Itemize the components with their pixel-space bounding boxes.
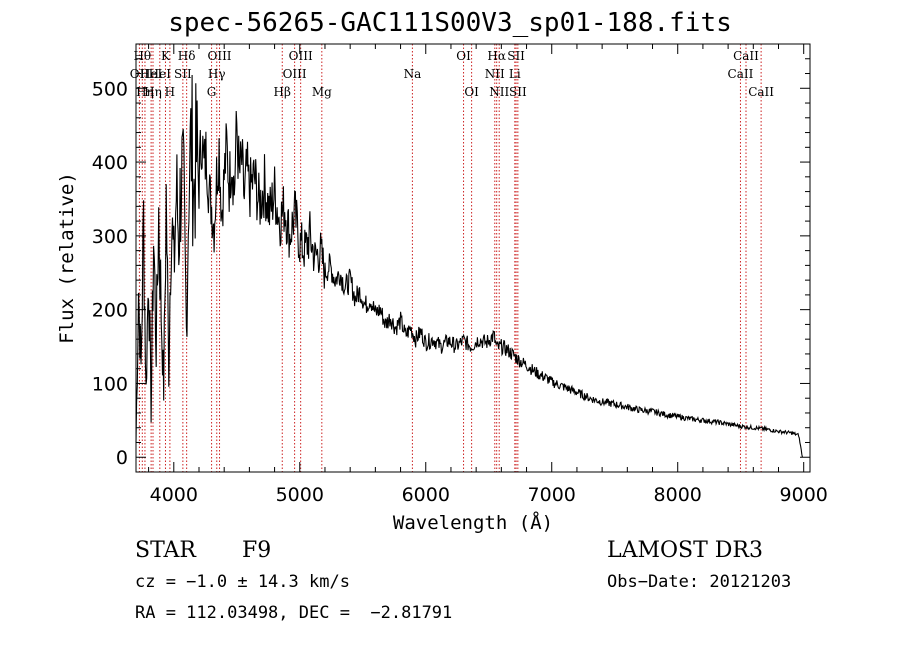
spectral-line-label: Hγ bbox=[208, 67, 226, 81]
spectrum-line bbox=[135, 74, 803, 458]
y-tick-label: 200 bbox=[92, 300, 128, 322]
x-axis: 4000 5000 6000 7000 8000 9000 bbox=[148, 44, 828, 506]
spectral-line-label: OI bbox=[464, 85, 479, 99]
spectral-line-label: Hδ bbox=[178, 49, 196, 63]
x-tick-label: 7000 bbox=[528, 484, 576, 506]
spectral-line-label: Na bbox=[404, 67, 422, 81]
spectral-line-label: OIII bbox=[289, 49, 313, 63]
spectral-line-label: OIII bbox=[283, 67, 307, 81]
spectral-line-label: H bbox=[165, 85, 175, 99]
survey-name: LAMOST DR3 bbox=[607, 538, 763, 563]
spectral-line-label: CaII bbox=[733, 49, 759, 63]
y-tick-label: 400 bbox=[92, 152, 128, 174]
spectral-line-label: K bbox=[161, 49, 171, 63]
plot-frame bbox=[135, 43, 811, 473]
y-axis-label: Flux (relative) bbox=[56, 172, 78, 344]
spectral-line-label: Hη bbox=[144, 85, 162, 99]
line-markers bbox=[138, 44, 762, 472]
spectral-line-label: SII bbox=[507, 49, 525, 63]
spectral-line-label: OIII bbox=[207, 49, 231, 63]
x-tick-label: 4000 bbox=[150, 484, 198, 506]
x-tick-label: 6000 bbox=[402, 484, 450, 506]
spectral-line-label: Hα bbox=[487, 49, 506, 63]
observation-date: Obs−Date: 20121203 bbox=[607, 572, 792, 592]
spectral-line-label: Li bbox=[509, 67, 521, 81]
x-tick-label: 9000 bbox=[780, 484, 828, 506]
y-tick-label: 0 bbox=[116, 447, 128, 469]
object-type: STAR bbox=[135, 538, 196, 563]
line-labels: OIIHθHηHeIHηHeIKHSIIHδGHγOIIIHβOIIIOIIIM… bbox=[130, 49, 775, 99]
redshift-value: cz = −1.0 ± 14.3 km/s bbox=[135, 572, 350, 592]
y-axis: 0 100 200 300 400 500 bbox=[92, 58, 810, 469]
y-tick-label: 300 bbox=[92, 226, 128, 248]
coordinates: RA = 112.03498, DEC = −2.81791 bbox=[135, 603, 453, 623]
spectral-line-label: NII bbox=[489, 85, 509, 99]
spectral-line-label: G bbox=[207, 85, 217, 99]
spectral-line-label: OI bbox=[456, 49, 471, 63]
spectral-subclass: F9 bbox=[242, 538, 272, 563]
spectral-line-label: NII bbox=[485, 67, 505, 81]
spectral-line-label: HeI bbox=[149, 67, 172, 81]
x-tick-label: 5000 bbox=[276, 484, 324, 506]
spectral-line-label: SII bbox=[509, 85, 527, 99]
x-axis-label: Wavelength (Å) bbox=[393, 511, 553, 534]
x-tick-label: 8000 bbox=[654, 484, 702, 506]
y-tick-label: 500 bbox=[92, 78, 128, 100]
chart-title: spec-56265-GAC111S00V3_sp01-188.fits bbox=[168, 8, 732, 38]
y-tick-label: 100 bbox=[92, 373, 128, 395]
spectral-line-label: Hθ bbox=[133, 49, 151, 63]
spectral-line-label: SII bbox=[174, 67, 192, 81]
spectral-line-label: Hβ bbox=[274, 85, 291, 99]
spectral-line-label: CaII bbox=[748, 85, 774, 99]
spectral-line-label: CaII bbox=[728, 67, 754, 81]
spectral-line-label: Mg bbox=[312, 85, 332, 99]
spectral-line-label: HeI bbox=[140, 67, 163, 81]
